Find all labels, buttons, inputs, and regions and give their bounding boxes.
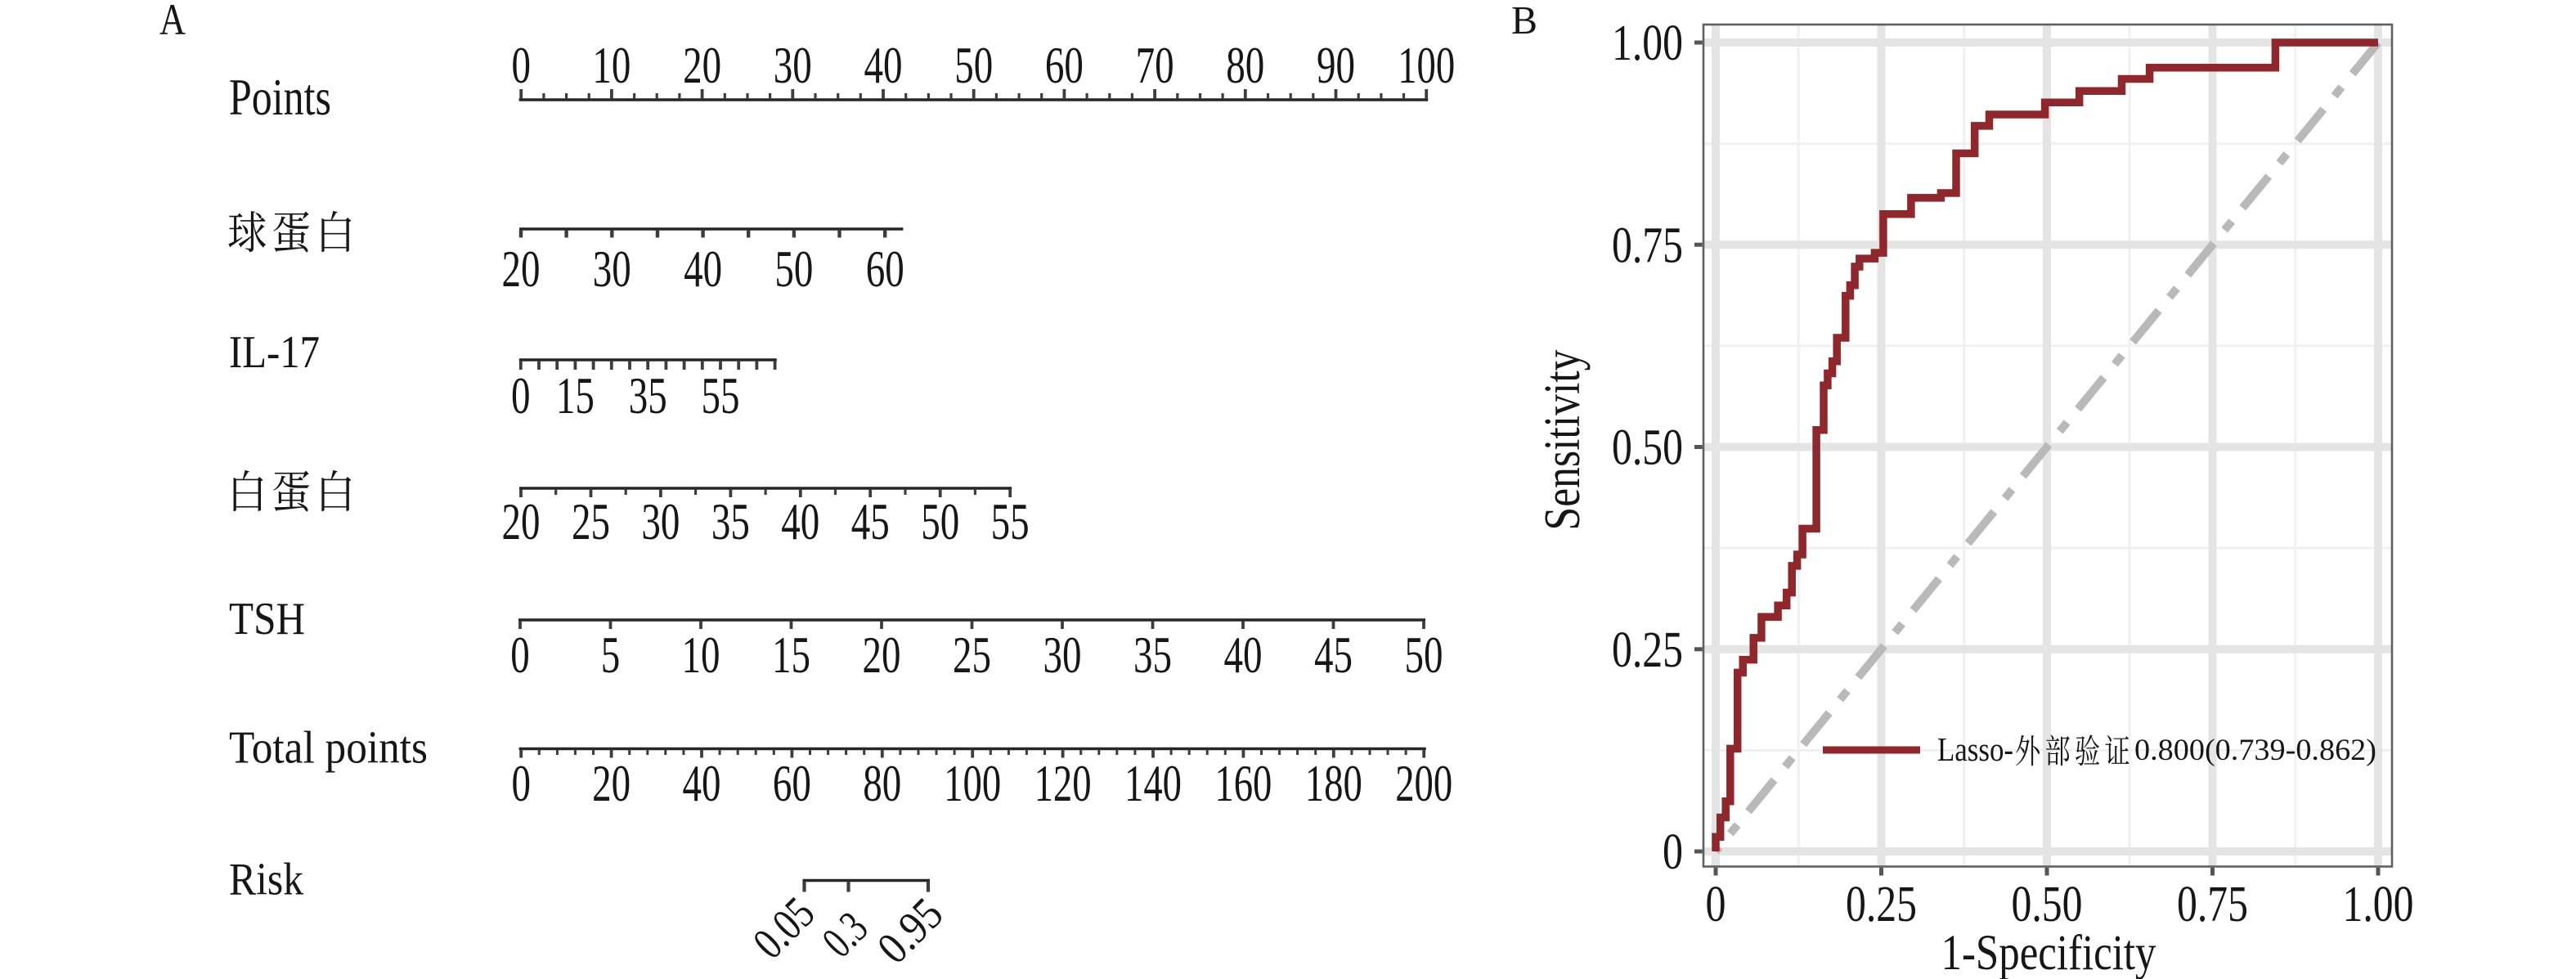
svg-text:Risk: Risk: [229, 855, 303, 905]
svg-text:55: 55: [702, 366, 740, 424]
svg-text:200: 200: [1395, 754, 1452, 812]
svg-text:120: 120: [1034, 754, 1092, 812]
svg-text:40: 40: [684, 240, 722, 298]
svg-text:15: 15: [556, 366, 595, 424]
svg-text:40: 40: [781, 492, 819, 550]
svg-text:90: 90: [1317, 36, 1355, 94]
svg-text:100: 100: [1398, 36, 1455, 94]
svg-text:20: 20: [502, 492, 541, 550]
svg-text:70: 70: [1136, 36, 1174, 94]
svg-text:80: 80: [863, 754, 901, 812]
svg-text:0: 0: [511, 36, 531, 94]
svg-text:0.95: 0.95: [868, 888, 953, 973]
svg-text:55: 55: [991, 492, 1030, 550]
svg-text:0.25: 0.25: [1612, 622, 1683, 678]
svg-text:0.50: 0.50: [2012, 877, 2083, 932]
svg-text:0.3: 0.3: [813, 902, 877, 967]
svg-text:25: 25: [953, 626, 991, 684]
svg-text:0: 0: [510, 626, 530, 684]
svg-text:0.05: 0.05: [743, 887, 824, 968]
svg-text:30: 30: [641, 492, 680, 550]
svg-text:50: 50: [921, 492, 959, 550]
svg-text:0.800(0.739-0.862): 0.800(0.739-0.862): [2134, 734, 2376, 767]
svg-text:25: 25: [572, 492, 610, 550]
svg-text:0.50: 0.50: [1612, 420, 1683, 476]
svg-text:20: 20: [683, 36, 721, 94]
svg-text:40: 40: [1224, 626, 1263, 684]
svg-text:50: 50: [774, 240, 813, 298]
svg-text:180: 180: [1305, 754, 1362, 812]
svg-text:5: 5: [601, 626, 621, 684]
svg-text:0: 0: [511, 754, 531, 812]
svg-text:60: 60: [773, 754, 811, 812]
svg-text:50: 50: [954, 36, 993, 94]
svg-text:Total points: Total points: [229, 723, 428, 774]
svg-text:0: 0: [1706, 877, 1726, 932]
svg-text:50: 50: [1405, 626, 1443, 684]
svg-text:30: 30: [593, 240, 631, 298]
svg-text:0: 0: [511, 366, 531, 424]
svg-text:0.75: 0.75: [1612, 218, 1683, 273]
svg-text:35: 35: [629, 366, 667, 424]
svg-text:15: 15: [772, 626, 810, 684]
svg-text:Lasso-: Lasso-: [1937, 730, 2013, 768]
svg-text:45: 45: [1314, 626, 1353, 684]
svg-text:0.75: 0.75: [2177, 877, 2248, 932]
svg-text:30: 30: [774, 36, 812, 94]
svg-text:30: 30: [1043, 626, 1082, 684]
svg-text:160: 160: [1214, 754, 1272, 812]
svg-text:IL-17: IL-17: [229, 327, 320, 378]
svg-text:20: 20: [502, 240, 541, 298]
svg-text:20: 20: [863, 626, 901, 684]
svg-text:140: 140: [1124, 754, 1182, 812]
svg-text:B: B: [1511, 0, 1537, 43]
svg-text:40: 40: [864, 36, 903, 94]
svg-text:20: 20: [592, 754, 631, 812]
svg-text:1.00: 1.00: [1612, 16, 1683, 71]
svg-text:80: 80: [1226, 36, 1264, 94]
svg-text:45: 45: [851, 492, 890, 550]
svg-text:1.00: 1.00: [2343, 877, 2414, 932]
svg-text:10: 10: [592, 36, 631, 94]
svg-text:0.25: 0.25: [1846, 877, 1917, 932]
svg-text:TSH: TSH: [229, 594, 305, 644]
svg-text:35: 35: [711, 492, 750, 550]
svg-text:40: 40: [683, 754, 721, 812]
svg-text:60: 60: [1045, 36, 1084, 94]
svg-text:A: A: [159, 0, 186, 44]
svg-text:1-Specificity: 1-Specificity: [1941, 926, 2156, 979]
svg-text:0: 0: [1663, 824, 1683, 880]
svg-text:Sensitivity: Sensitivity: [1535, 350, 1591, 531]
svg-text:60: 60: [866, 240, 904, 298]
svg-text:10: 10: [682, 626, 720, 684]
svg-text:Points: Points: [229, 68, 331, 126]
svg-text:100: 100: [944, 754, 1001, 812]
svg-text:35: 35: [1133, 626, 1172, 684]
